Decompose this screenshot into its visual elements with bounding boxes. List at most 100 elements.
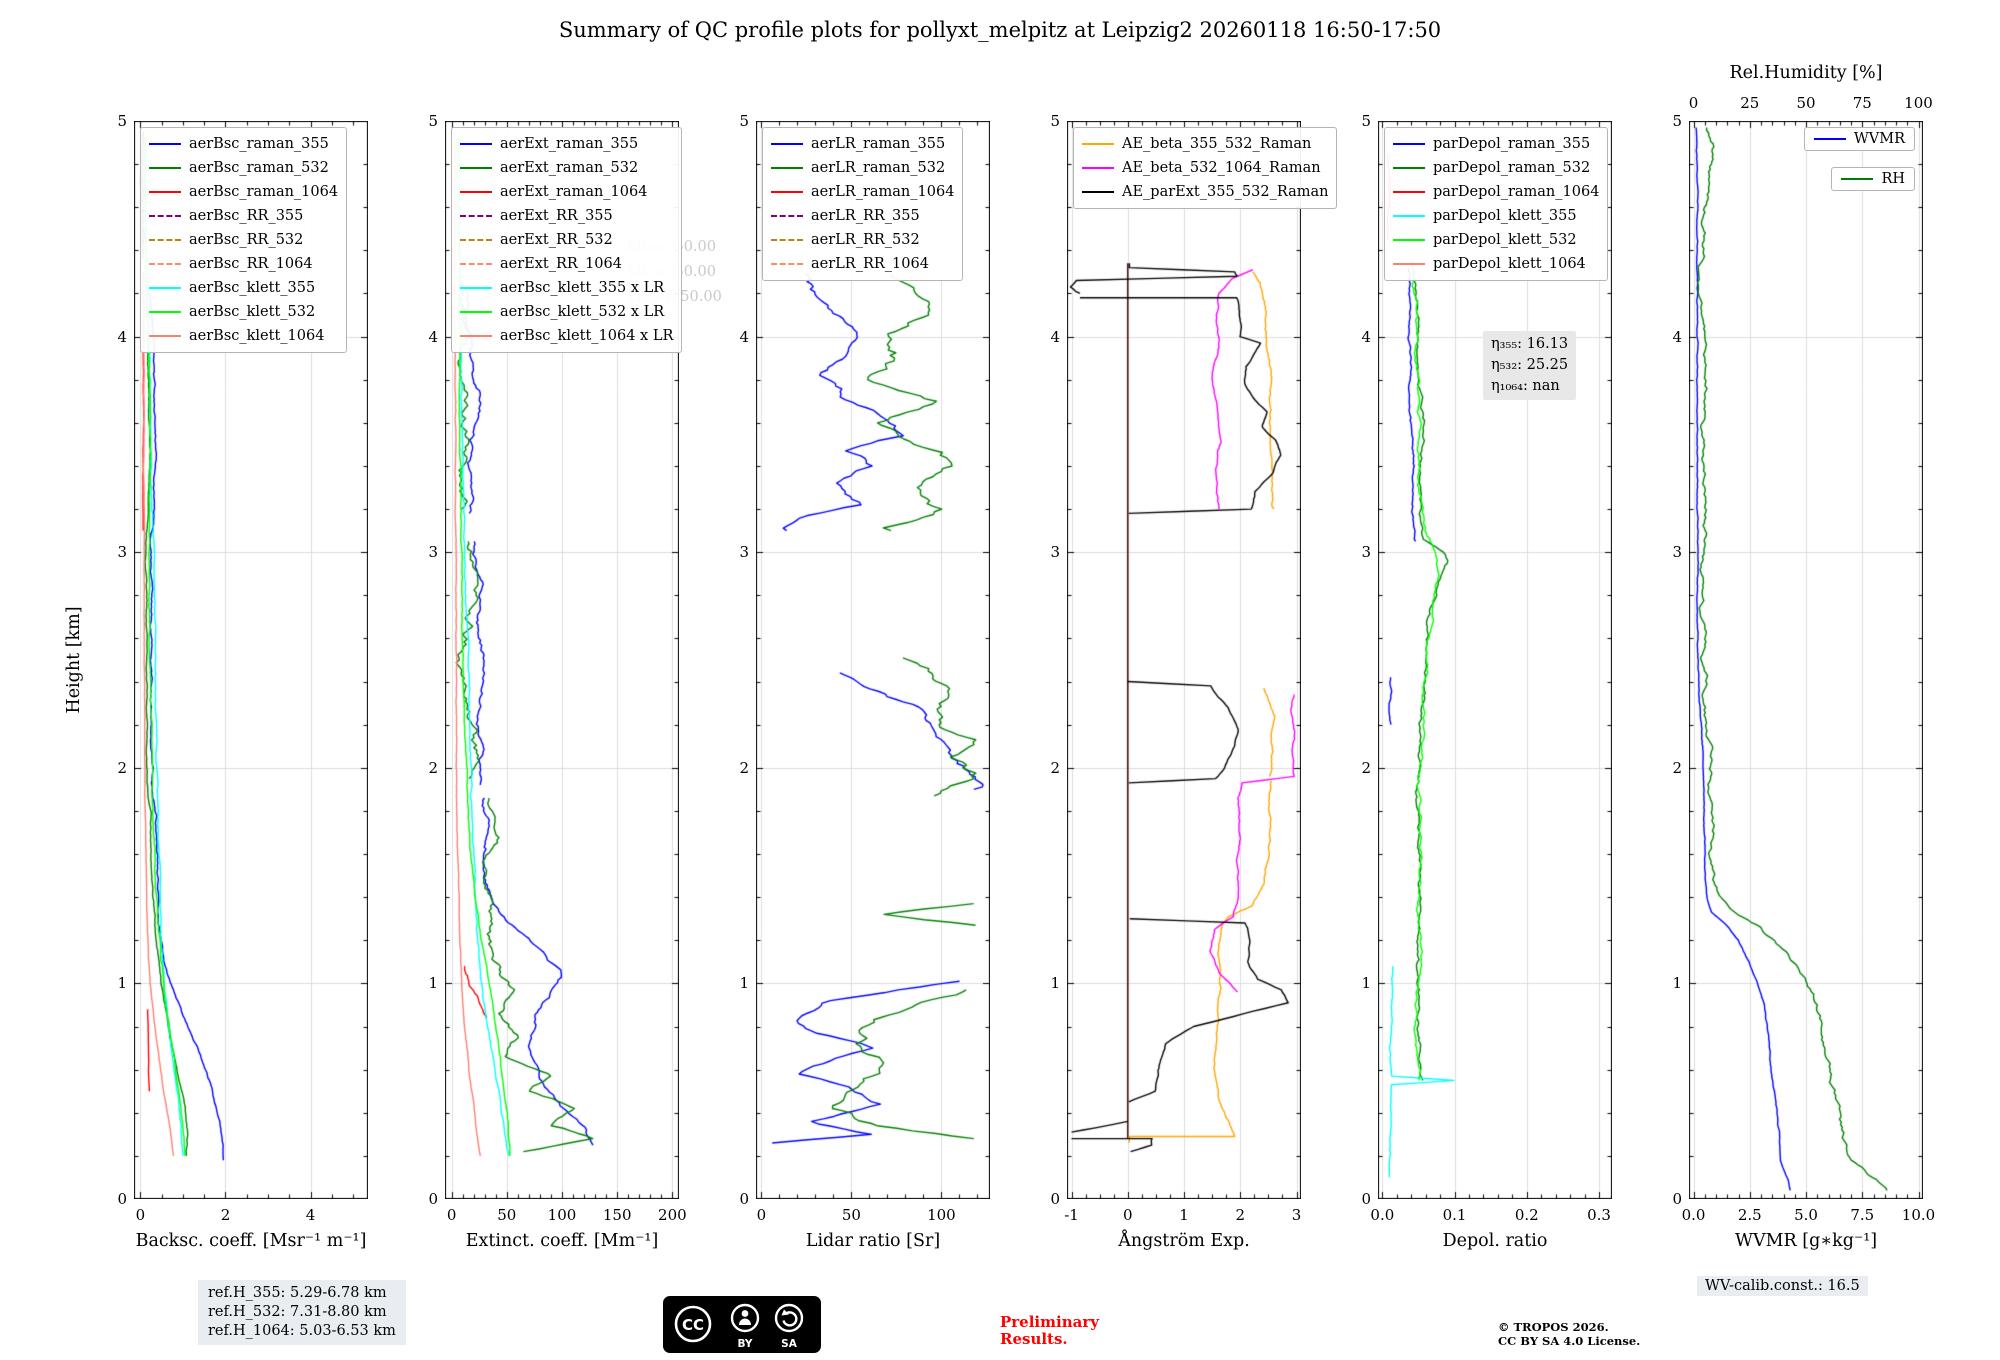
x-axis-label: Lidar ratio [Sr] [805, 1231, 941, 1251]
ref-height-1064: ref.H_1064: 5.03-6.53 km [208, 1323, 396, 1339]
legend: aerBsc_raman_355 aerBsc_raman_532 aerBsc_r… [140, 127, 348, 353]
x-tick-label: 2.5 [1737, 1206, 1762, 1224]
x-tick-label: -1 [1064, 1206, 1079, 1224]
legend-line-sample [460, 215, 492, 217]
legend-line-sample [149, 191, 181, 193]
legend-item: aerBsc_RR_355 [149, 204, 338, 228]
legend-line-sample [771, 263, 803, 265]
reference-height-box: ref.H_355: 5.29-6.78 km ref.H_532: 7.31-… [198, 1280, 406, 1345]
legend-line-sample [460, 311, 492, 313]
x-tick-label: 100 [547, 1206, 577, 1224]
chart-canvas-lidar-ratio [756, 121, 990, 1199]
panel-backscatter: Backsc. coeff. [Msr⁻¹ m⁻¹] 0 2 4 0 1 2 3 4 5 aerB… [117, 112, 368, 1251]
y-tick-label: 0 [1672, 1190, 1682, 1208]
y-tick-label: 5 [1361, 112, 1371, 130]
legend-line-sample [149, 311, 181, 313]
y-tick-label: 1 [739, 974, 749, 993]
legend-label: aerBsc_klett_532 x LR [500, 304, 665, 320]
legend-item: aerBsc_klett_1064 [149, 324, 338, 348]
top-tick-label: 75 [1852, 94, 1872, 112]
legend-label: aerBsc_klett_355 [189, 280, 316, 296]
by-label: BY [737, 1338, 752, 1350]
y-tick-label: 1 [1050, 974, 1060, 993]
x-tick-label: 0 [1122, 1206, 1133, 1224]
x-tick-label: 150 [602, 1206, 632, 1224]
legend-label: aerExt_RR_355 [500, 208, 613, 224]
y-axis-label: Height [km] [64, 606, 84, 714]
y-tick-label: 0 [428, 1190, 438, 1208]
chart-canvas-depol [1378, 121, 1612, 1199]
legend-line-sample [149, 239, 181, 241]
y-tick-label: 4 [1050, 327, 1060, 346]
legend-line-sample [149, 287, 181, 289]
legend-item: WVMR [1803, 127, 1915, 151]
legend-line-sample [771, 167, 803, 169]
by-person-icon [739, 1318, 751, 1325]
legend-line-sample [460, 167, 492, 169]
legend-line-sample [460, 143, 492, 145]
y-tick-label: 5 [117, 112, 127, 130]
top-tick-label: 100 [1904, 94, 1933, 112]
legend-line-sample [771, 191, 803, 193]
legend-line-sample [460, 191, 492, 193]
x-tick-label: 200 [658, 1206, 687, 1224]
cc-badge-graphic: CC BY SA [663, 1296, 821, 1353]
legend-item: parDepol_klett_355 [1393, 204, 1599, 228]
x-tick-label: 4 [305, 1206, 316, 1224]
legend-item: aerExt_raman_355 [460, 132, 673, 156]
legend-item: aerLR_RR_532 [771, 228, 954, 252]
legend: parDepol_raman_355 parDepol_raman_532 parD… [1384, 127, 1609, 281]
legend-line-sample [460, 335, 492, 337]
legend-item: aerBsc_klett_355 [149, 276, 338, 300]
panel-extinction: Extinct. coeff. [Mm⁻¹] 0 50 100 150 200 0 1 2 3 4… [428, 112, 721, 1251]
tropos-copyright: © TROPOS 2026. CC BY SA 4.0 License. [1498, 1320, 1641, 1348]
legend: aerExt_raman_355 aerExt_raman_532 aerExt_r… [451, 127, 683, 353]
x-tick-label: 0 [135, 1206, 146, 1224]
legend-line-sample [1813, 138, 1846, 140]
legend-item: aerBsc_klett_355 x LR [460, 276, 673, 300]
legend-line-sample [1393, 239, 1425, 241]
legend-label: aerLR_RR_1064 [811, 256, 929, 272]
y-tick-label: 2 [1361, 758, 1371, 777]
x-tick-label: 0.0 [1681, 1206, 1706, 1224]
legend-label: parDepol_raman_1064 [1433, 184, 1600, 200]
legend-label: aerLR_raman_355 [811, 136, 946, 152]
y-tick-label: 4 [117, 327, 127, 346]
legend-line-sample [149, 335, 181, 337]
wv-calibration-constant: WV-calib.const.: 16.5 [1697, 1276, 1868, 1296]
legend-item: aerLR_RR_1064 [771, 252, 954, 276]
legend-label: WVMR [1853, 131, 1905, 147]
legend-line-sample [1393, 263, 1425, 265]
legend-label: aerBsc_RR_532 [189, 232, 304, 248]
legend-line-sample [460, 239, 492, 241]
y-tick-label: 3 [1672, 543, 1682, 562]
x-axis-label: Extinct. coeff. [Mm⁻¹] [465, 1231, 659, 1251]
legend-item: aerBsc_RR_1064 [149, 252, 338, 276]
panel-lidar-ratio: Lidar ratio [Sr] 0 50 100 0 1 2 3 4 5 aerLR_raman… [739, 112, 990, 1251]
legend-line-sample [771, 215, 803, 217]
top-tick-label: 25 [1740, 94, 1760, 112]
x-axis-label: Ångström Exp. [1118, 1231, 1250, 1251]
legend-label: parDepol_raman_532 [1433, 160, 1591, 176]
legend-line-sample [149, 215, 181, 217]
y-tick-label: 2 [428, 758, 438, 777]
legend-label: AE_beta_355_532_Raman [1122, 136, 1312, 152]
legend-line-sample [771, 239, 803, 241]
y-tick-label: 5 [739, 112, 749, 130]
legend-line-sample [1393, 215, 1425, 217]
legend-label: aerExt_RR_1064 [500, 256, 622, 272]
y-tick-label: 2 [739, 758, 749, 777]
y-tick-label: 2 [1672, 758, 1682, 777]
x-axis-label: Depol. ratio [1442, 1231, 1548, 1251]
y-tick-label: 3 [117, 543, 127, 562]
legend-item: aerExt_RR_532 [460, 228, 673, 252]
legend-label: aerBsc_klett_1064 x LR [500, 328, 674, 344]
legend-label: aerLR_raman_1064 [811, 184, 955, 200]
legend-label: parDepol_klett_355 [1433, 208, 1577, 224]
x-tick-label: 2 [1235, 1206, 1246, 1224]
legend-item: AE_parExt_355_532_Raman [1082, 180, 1328, 204]
legend-label: RH [1881, 171, 1905, 187]
legend-item: aerBsc_klett_532 [149, 300, 338, 324]
legend-line-sample [771, 143, 803, 145]
legend-label: aerBsc_RR_355 [189, 208, 304, 224]
